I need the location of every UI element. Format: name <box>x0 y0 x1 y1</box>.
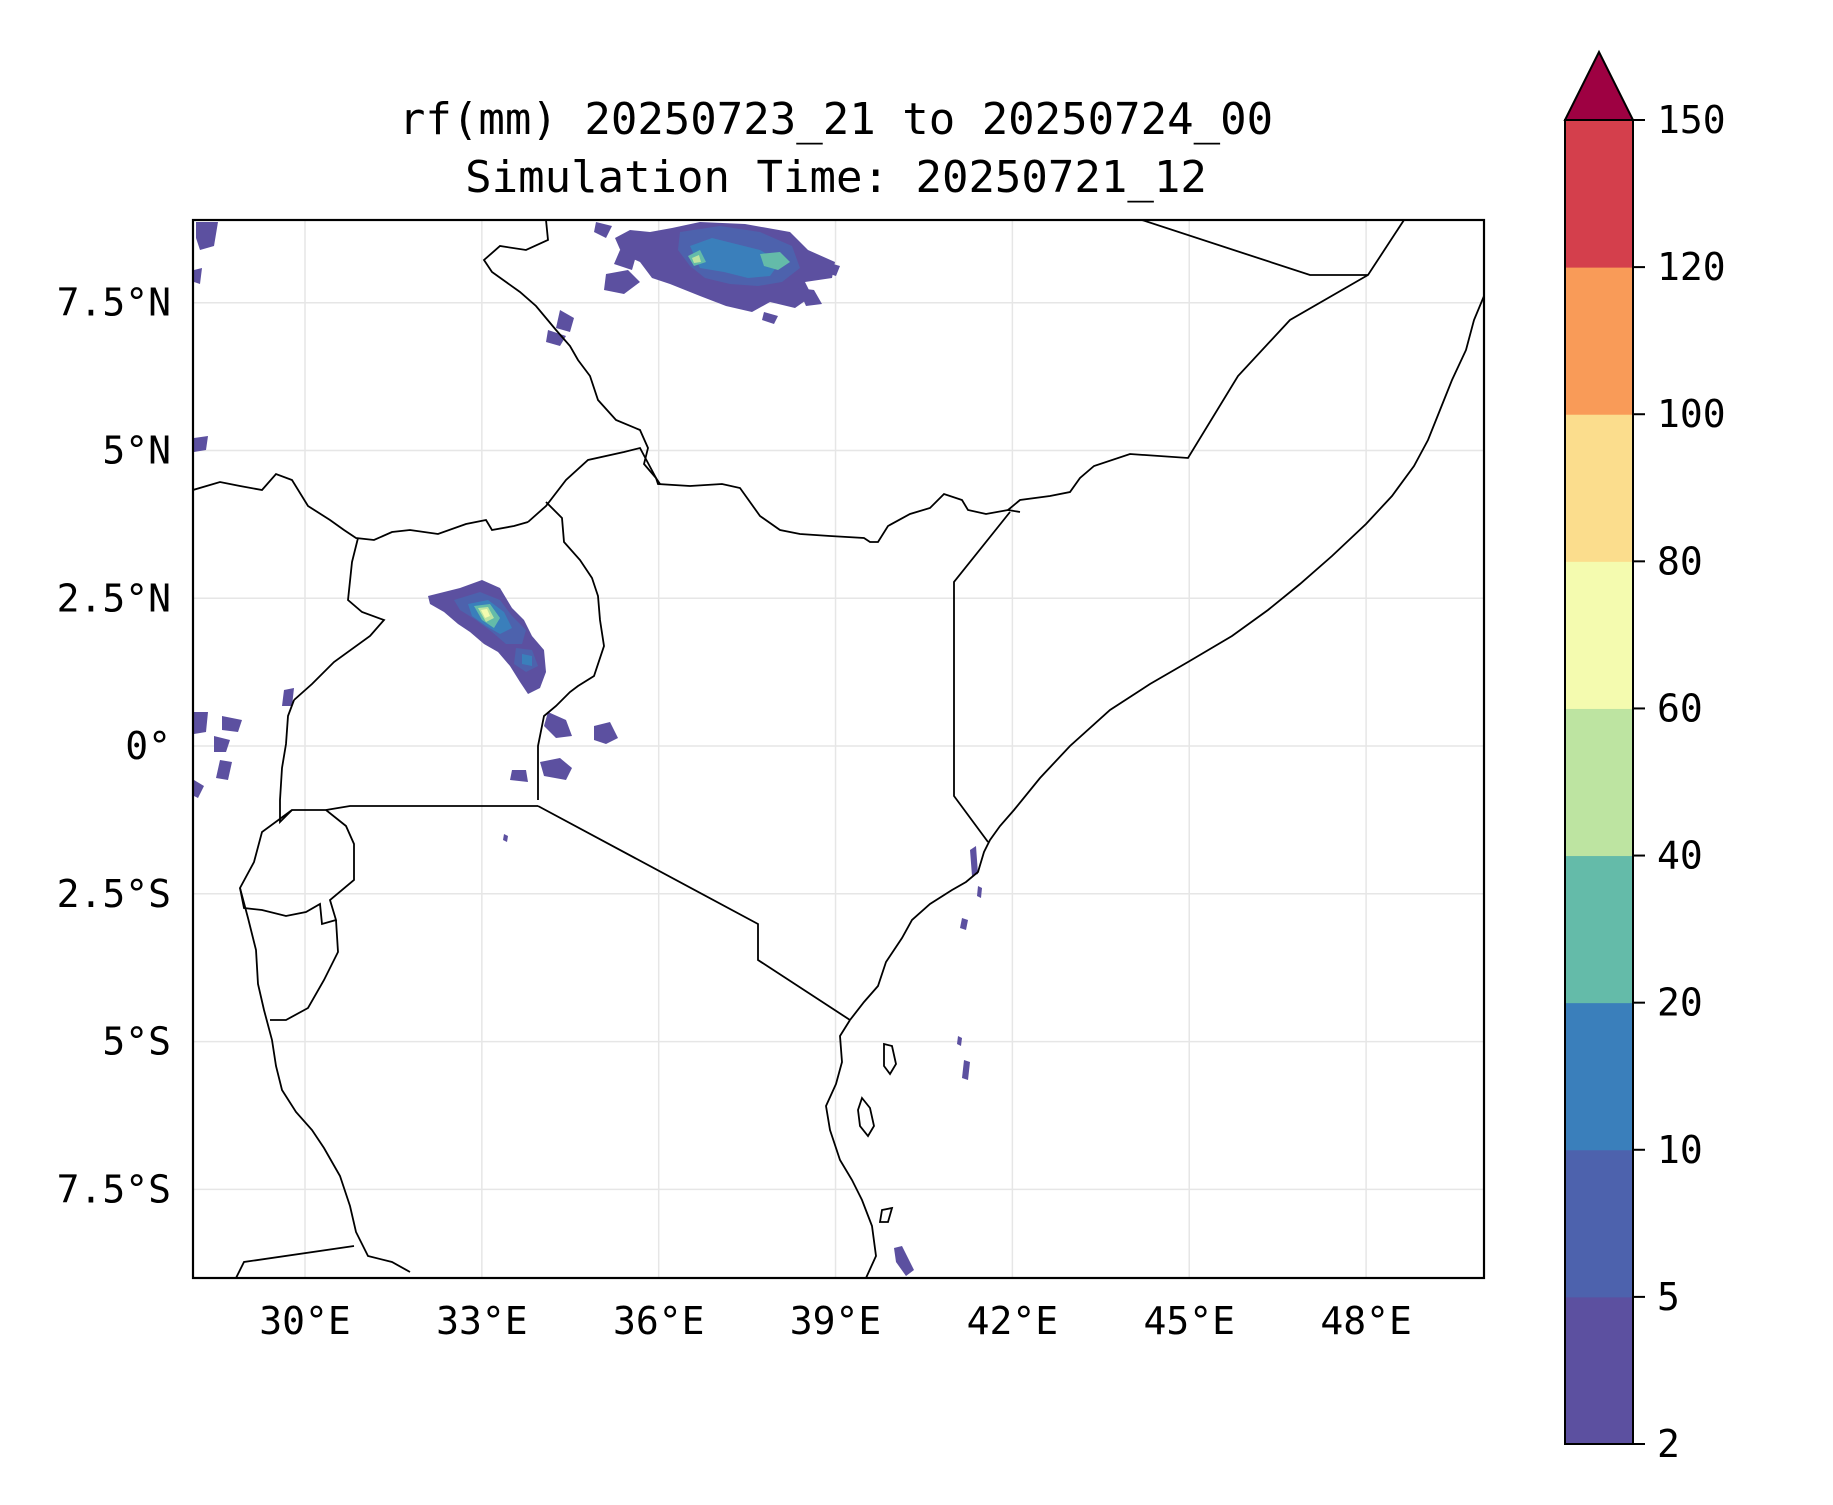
island-zanzibar <box>857 1096 875 1138</box>
title-line-1: rf(mm) 20250723_21 to 20250724_00 <box>399 94 1273 145</box>
colorbar-tick-label: 150 <box>1657 98 1726 142</box>
colorbar-tick-label: 40 <box>1657 834 1703 878</box>
border-tanzania-west-lake <box>270 919 339 1021</box>
border-kenya-somalia <box>953 511 1011 843</box>
lon-tick-label: 42°E <box>967 1299 1059 1343</box>
map-area <box>193 220 1484 1278</box>
lat-tick-label: 0° <box>125 724 171 768</box>
border-uganda-drc <box>279 699 295 825</box>
colorbar-outline <box>1564 119 1634 1445</box>
lon-tick-label: 45°E <box>1143 1299 1235 1343</box>
colorbar-segment <box>1565 1149 1633 1298</box>
island-pemba <box>883 1042 897 1076</box>
coastline <box>825 1019 877 1278</box>
colorbar-tick-label: 2 <box>1657 1422 1680 1466</box>
lat-tick-label: 7.5°N <box>57 281 171 325</box>
border-uganda-south-sudan <box>293 537 386 701</box>
border-south-sudan-drc <box>193 472 529 541</box>
longitude-ticks: 30°E 33°E 36°E 39°E 42°E 45°E 48°E <box>259 1299 1412 1343</box>
gridlines <box>193 220 1484 1278</box>
title-line-2: Simulation Time: 20250721_12 <box>465 152 1207 203</box>
colorbar-tick-label: 120 <box>1657 245 1726 289</box>
border-tanzania-zambia <box>235 1245 355 1278</box>
colorbar-extend-arrow <box>1563 49 1635 121</box>
colorbar-segment <box>1565 708 1633 857</box>
country-borders <box>193 220 1484 1278</box>
colorbar-segment <box>1565 855 1633 1004</box>
lat-tick-label: 2.5°N <box>57 576 171 620</box>
lon-tick-label: 36°E <box>613 1299 705 1343</box>
border-uganda-tanzania <box>325 805 538 811</box>
colorbar-segment <box>1565 414 1633 562</box>
border-uganda-kenya <box>537 501 605 800</box>
lon-tick-label: 30°E <box>259 1299 351 1343</box>
colorbar-tick-label: 20 <box>1657 981 1703 1025</box>
colorbar-segment <box>1565 1296 1633 1445</box>
rainfall-field <box>194 222 982 1276</box>
lon-tick-label: 33°E <box>436 1299 528 1343</box>
lat-tick-label: 5°N <box>102 429 171 473</box>
latitude-ticks: 7.5°N 5°N 2.5°N 0° 2.5°S 5°S 7.5°S <box>57 281 171 1212</box>
lat-tick-label: 7.5°S <box>57 1167 171 1211</box>
colorbar-tick-label: 10 <box>1657 1128 1703 1172</box>
border-ethiopia-kenya <box>527 446 1021 543</box>
lon-tick-label: 48°E <box>1320 1299 1412 1343</box>
rain-area-uganda-max <box>481 609 490 618</box>
colorbar-tick-label: 100 <box>1657 392 1726 436</box>
lat-tick-label: 2.5°S <box>57 872 171 916</box>
border-somaliland <box>1141 220 1368 276</box>
border-south-sudan-ethiopia <box>482 220 661 485</box>
border-rwanda-burundi <box>239 809 355 926</box>
rain-area-north-inner <box>690 238 780 278</box>
colorbar-segment <box>1565 120 1633 268</box>
border-kenya-tanzania <box>537 805 851 1021</box>
colorbar-tick-label: 80 <box>1657 539 1703 583</box>
colorbar-segment <box>1565 267 1633 415</box>
lat-tick-label: 5°S <box>102 1020 171 1064</box>
rain-cell <box>894 846 982 1276</box>
island-mafia <box>878 1206 894 1223</box>
colorbar-tick-label: 5 <box>1657 1275 1680 1319</box>
border-tanzania-drc <box>239 887 411 1273</box>
colorbar-segment <box>1565 1002 1633 1151</box>
colorbar-tick-label: 60 <box>1657 686 1703 730</box>
colorbar: 2 5 10 20 40 60 80 100 120 150 <box>1563 49 1726 1466</box>
rain-area-north-peak <box>688 250 790 270</box>
rain-area-north-hot <box>692 255 701 263</box>
lon-tick-label: 39°E <box>790 1299 882 1343</box>
colorbar-segment <box>1565 561 1633 709</box>
coastline-kenya <box>849 274 1484 1021</box>
map-frame <box>191 218 1486 1280</box>
border-ethiopia-somalia <box>1007 220 1405 511</box>
